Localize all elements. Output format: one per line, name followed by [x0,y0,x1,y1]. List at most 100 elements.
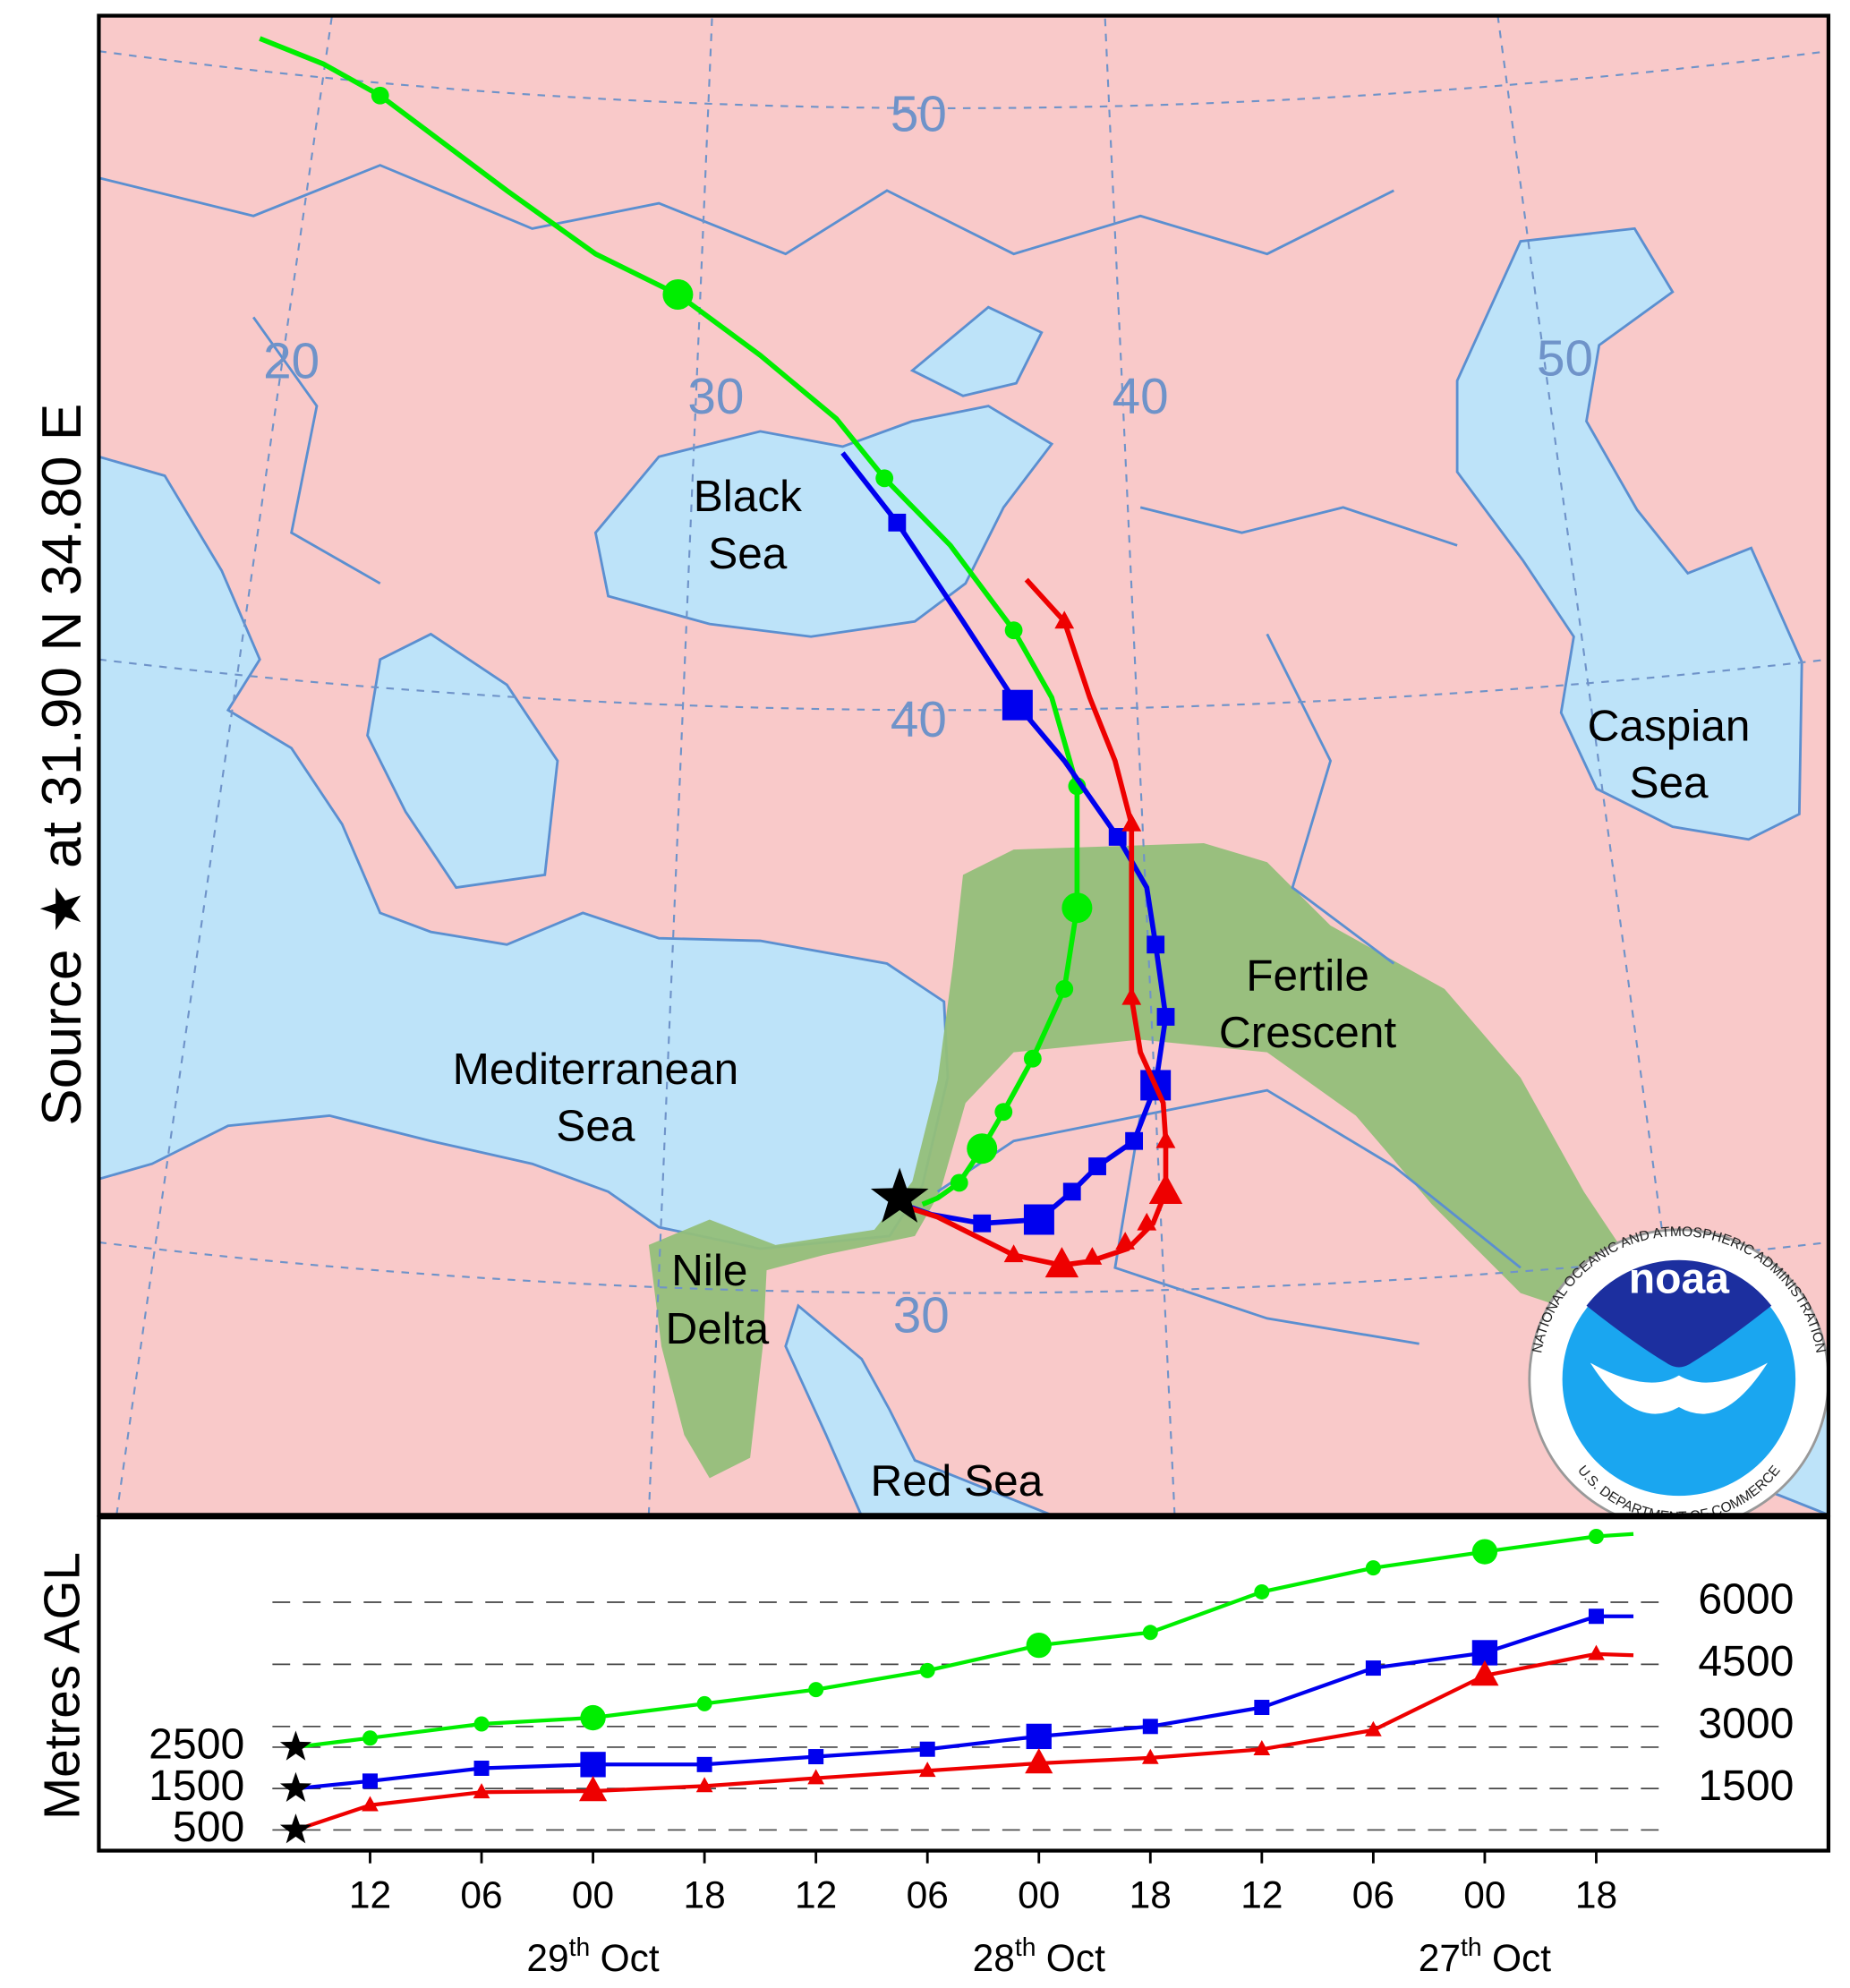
map-label: Black [694,471,802,521]
marker [1254,1700,1270,1716]
graticule-label: 50 [1537,331,1593,388]
mediterranean-sea [98,455,950,1250]
source-label: Source ★ at 31.90 N 34.80 E [31,404,93,1126]
marker [362,1773,378,1789]
graticule-label: 50 [891,86,947,142]
marker [1156,1008,1175,1026]
date-month: Oct [1046,1937,1105,1979]
marker [473,1783,490,1799]
marker [1588,1608,1604,1625]
start-height-label: 500 [173,1803,244,1851]
start-height-label: 1500 [149,1762,244,1810]
meridian [647,15,713,1515]
marker [808,1749,824,1765]
marker [473,1761,490,1776]
sea-of-azov [909,305,1044,397]
map-label: Red Sea [870,1455,1043,1506]
date-month: Oct [601,1937,660,1979]
x-tick-label: 12 [349,1873,391,1915]
marker [1142,1625,1158,1641]
marker [1254,1583,1270,1600]
marker [1121,813,1142,832]
y-tick-label: 4500 [1698,1637,1794,1685]
date-day: 28 [973,1937,1015,1979]
series-line [295,1532,1634,1749]
start-star [279,1730,311,1761]
marker [1137,1212,1157,1231]
x-tick-label: 06 [907,1873,949,1915]
date-label: 27th Oct [1419,1933,1551,1979]
y-tick-label: 3000 [1698,1700,1794,1748]
y-axis-title: Metres AGL [35,1552,91,1820]
date-suffix: th [1461,1933,1482,1961]
marker [473,1716,490,1732]
marker [580,1704,606,1731]
border [936,1088,1522,1269]
x-tick-label: 06 [460,1873,502,1915]
noaa-logo: noaa NATIONAL OCEANIC AND ATMOSPHERIC AD… [1528,1224,1829,1515]
fertile-crescent [648,843,1635,1479]
marker [1003,1244,1024,1263]
marker [1108,828,1127,846]
marker [1026,1632,1052,1659]
marker [1365,1720,1382,1736]
logo-top [1586,1259,1772,1368]
marker [696,1695,712,1711]
meridian [1104,15,1176,1515]
border [98,164,1394,256]
graticule-label: 30 [687,369,744,425]
date-day: 29 [526,1937,568,1979]
marker [696,1756,712,1772]
marker [1115,1232,1136,1250]
marker [1023,1049,1042,1068]
x-tick-label: 12 [1240,1873,1283,1915]
x-tick-label: 00 [1018,1873,1060,1915]
map-label: Sea [1629,757,1709,807]
map-label: Mediterranean [453,1044,738,1094]
borders [98,164,1522,1345]
marker [1253,1740,1271,1756]
x-tick-label: 18 [1130,1873,1172,1915]
marker [875,469,894,488]
graticule-label: 30 [893,1288,950,1344]
map-label: Delta [665,1303,769,1353]
map-label: Caspian [1588,700,1751,750]
x-tick-label: 18 [1575,1873,1617,1915]
map-frame [97,13,1831,1517]
marker [950,1173,968,1192]
marker [662,279,694,310]
date-suffix: th [569,1933,591,1961]
series-line [295,1614,1634,1791]
x-tick-label: 18 [683,1873,725,1915]
parallel [98,1241,1829,1294]
start-star [279,1813,311,1844]
marker [1365,1660,1381,1677]
logo-name: noaa [1629,1255,1731,1303]
marker [1148,1173,1183,1204]
marker [919,1662,935,1678]
x-tick-label: 00 [572,1873,614,1915]
x-tick-label: 06 [1352,1873,1394,1915]
marker [1471,1539,1498,1565]
marker [1471,1660,1499,1686]
date-label: 28th Oct [973,1933,1105,1979]
marker [1044,1247,1079,1278]
date-month: Oct [1492,1937,1551,1979]
marker [967,1133,998,1165]
border [1113,1115,1419,1345]
marker [888,513,907,532]
graticule [98,15,1829,1515]
marker [919,1741,935,1757]
parallel [98,50,1829,109]
marker [362,1730,378,1746]
plot-frame [97,1515,1831,1853]
marker [1588,1644,1605,1660]
map-label: Sea [708,528,788,578]
marker [1365,1560,1381,1576]
marker [578,1775,608,1802]
marker [580,1752,606,1778]
marker [1054,610,1075,629]
x-tick-label: 12 [795,1873,837,1915]
